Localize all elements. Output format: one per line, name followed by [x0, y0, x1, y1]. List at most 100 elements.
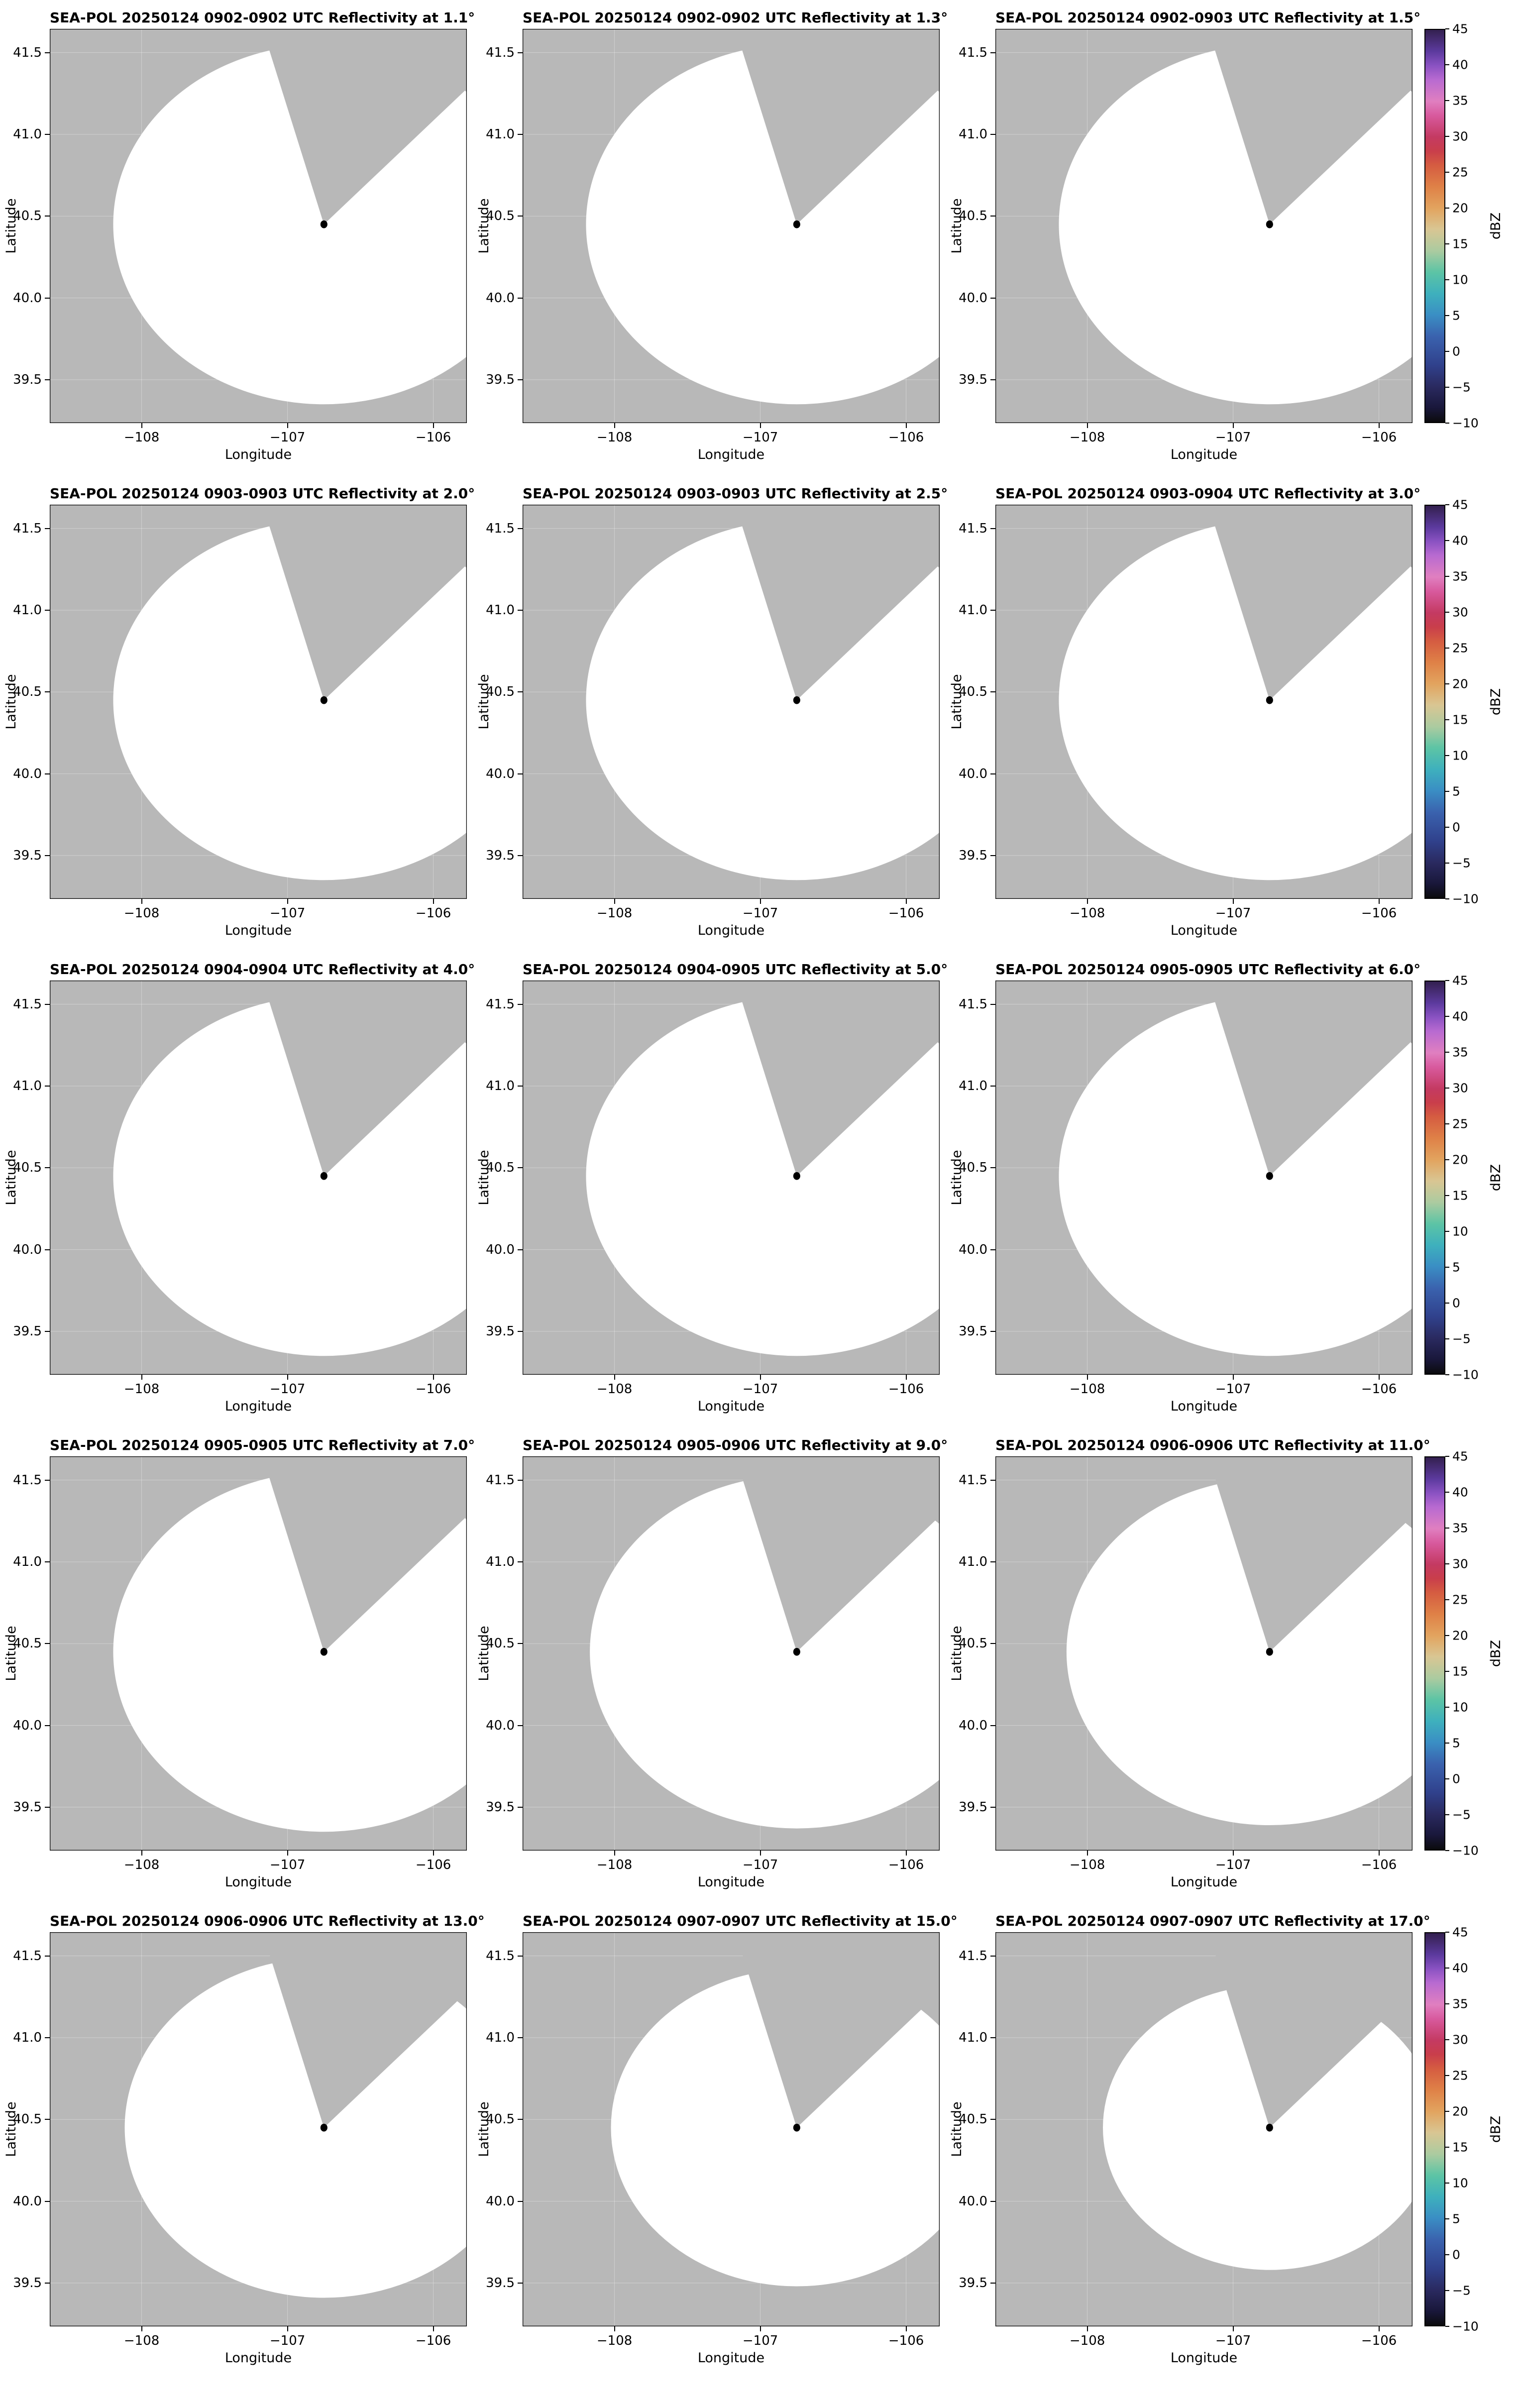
y-tick-mark [518, 1003, 523, 1005]
y-tick-mark [990, 1806, 995, 1808]
colorbar-tick-mark [1445, 2111, 1449, 2112]
colorbar-tick-mark [1445, 1968, 1449, 1969]
blocked-sector-wedge [262, 1456, 467, 1652]
radar-panel-14: SEA-POL 20250124 0907-0907 UTC Reflectiv… [475, 1910, 958, 2369]
colorbar-tick-mark [1445, 1528, 1449, 1529]
colorbar-tick-label: 35 [1452, 1521, 1468, 1535]
x-tick-label: −106 [415, 906, 451, 921]
blocked-sector-wedge [1208, 505, 1412, 700]
colorbar-tick-label: 15 [1452, 712, 1468, 727]
radar-panel-7: SEA-POL 20250124 0904-0904 UTC Reflectiv… [2, 959, 475, 1418]
y-tick-label: 41.5 [13, 521, 42, 536]
colorbar-tick-label: 5 [1452, 1736, 1460, 1751]
colorbar-tick-mark [1445, 980, 1449, 981]
y-tick-label: 40.0 [486, 1718, 515, 1733]
y-tick-label: 40.5 [959, 684, 987, 700]
colorbar-gradient [1424, 29, 1445, 423]
colorbar-tick-mark [1445, 1195, 1449, 1196]
x-tick-mark [1086, 423, 1088, 428]
radar-site-dot [1266, 2123, 1273, 2132]
x-axis-label: Longitude [1170, 447, 1238, 462]
panel-title: SEA-POL 20250124 0904-0904 UTC Reflectiv… [50, 961, 475, 978]
x-tick-label: −108 [1069, 906, 1105, 921]
x-tick-label: −107 [269, 2333, 306, 2348]
plot-area: 41.5 41.0 40.5 40.0 39.5 −108 −107 −106 Latitude… [476, 1456, 940, 1890]
colorbar-tick-mark [1445, 1707, 1449, 1708]
blocked-sector-wedge [1208, 29, 1412, 224]
x-axis-label: Longitude [697, 2350, 765, 2366]
colorbar-tick-mark [1445, 64, 1449, 65]
y-tick-label: 40.5 [13, 2112, 42, 2127]
colorbar-tick-mark [1445, 863, 1449, 864]
x-tick-label: −106 [415, 1382, 451, 1397]
y-tick-label: 39.5 [13, 1323, 42, 1339]
y-tick-mark [45, 1643, 50, 1644]
y-tick-label: 41.0 [959, 602, 987, 618]
x-tick-mark [759, 423, 761, 428]
y-tick-mark [990, 216, 995, 217]
colorbar-tick-label: −10 [1452, 1367, 1479, 1382]
x-tick-label: −108 [596, 1382, 633, 1397]
radar-panel-12: SEA-POL 20250124 0906-0906 UTC Reflectiv… [948, 1434, 1430, 1893]
blocked-sector-wedge [1208, 981, 1412, 1176]
radar-site-dot [793, 1172, 800, 1180]
x-tick-mark [1232, 423, 1234, 428]
colorbar-tick-label: −5 [1452, 1807, 1471, 1822]
y-tick-mark [518, 216, 523, 217]
x-tick-label: −108 [123, 906, 160, 921]
y-tick-mark [518, 379, 523, 380]
colorbar-tick-label: −5 [1452, 380, 1471, 395]
x-tick-label: −107 [742, 1382, 778, 1397]
y-tick-mark [990, 855, 995, 856]
radar-panel-13: SEA-POL 20250124 0906-0906 UTC Reflectiv… [2, 1910, 485, 2369]
y-tick-mark [45, 2119, 50, 2120]
x-tick-label: −107 [269, 430, 306, 445]
y-tick-mark [518, 773, 523, 774]
y-tick-mark [990, 1643, 995, 1644]
plot-area: 41.5 41.0 40.5 40.0 39.5 −108 −107 −106 Latitude… [3, 981, 467, 1414]
y-tick-mark [518, 2037, 523, 2038]
radar-panel-10: SEA-POL 20250124 0905-0905 UTC Reflectiv… [2, 1434, 475, 1893]
x-tick-mark [1378, 423, 1380, 428]
colorbar-tick-label: 30 [1452, 1556, 1468, 1571]
x-tick-label: −107 [269, 1858, 306, 1872]
y-tick-label: 40.0 [13, 2193, 42, 2209]
colorbar-tick-mark [1445, 2039, 1449, 2040]
colorbar-tick-mark [1445, 1088, 1449, 1089]
colorbar-tick-label: 25 [1452, 165, 1468, 180]
plot-area: 41.5 41.0 40.5 40.0 39.5 −108 −107 −106 Latitude… [3, 29, 467, 462]
y-tick-label: 41.5 [486, 1472, 515, 1488]
panel-title: SEA-POL 20250124 0905-0905 UTC Reflectiv… [995, 961, 1421, 978]
y-axis-label: Latitude [949, 198, 965, 254]
colorbar-tick-label: 0 [1452, 1771, 1460, 1786]
radar-plot-svg [523, 1932, 940, 2326]
y-tick-mark [45, 1561, 50, 1562]
x-tick-label: −108 [596, 2333, 633, 2348]
y-tick-mark [518, 2119, 523, 2120]
y-tick-mark [45, 133, 50, 135]
x-tick-label: −108 [123, 2333, 160, 2348]
blocked-sector-wedge [735, 1932, 940, 2128]
y-tick-label: 39.5 [13, 848, 42, 863]
panel-title: SEA-POL 20250124 0905-0906 UTC Reflectiv… [523, 1437, 948, 1453]
colorbar-tick-mark [1445, 2003, 1449, 2004]
y-tick-label: 41.0 [13, 1078, 42, 1094]
x-tick-mark [614, 1851, 615, 1856]
y-tick-mark [518, 528, 523, 529]
y-tick-label: 41.0 [13, 2030, 42, 2045]
colorbar-tick-label: 15 [1452, 236, 1468, 251]
y-tick-label: 40.0 [959, 1718, 987, 1733]
radar-panel-8: SEA-POL 20250124 0904-0905 UTC Reflectiv… [475, 959, 948, 1418]
y-tick-mark [990, 2200, 995, 2202]
colorbar-tick-label: 30 [1452, 605, 1468, 620]
x-tick-mark [1086, 1375, 1088, 1380]
y-tick-mark [45, 609, 50, 611]
y-tick-label: 41.0 [13, 126, 42, 142]
plot-area: 41.5 41.0 40.5 40.0 39.5 −108 −107 −106 Latitude… [949, 1456, 1412, 1890]
y-tick-label: 41.0 [959, 126, 987, 142]
y-axis-label: Latitude [476, 198, 492, 254]
y-tick-mark [990, 1249, 995, 1250]
x-axis-label: Longitude [697, 1874, 765, 1890]
radar-site-dot [1266, 1172, 1273, 1180]
